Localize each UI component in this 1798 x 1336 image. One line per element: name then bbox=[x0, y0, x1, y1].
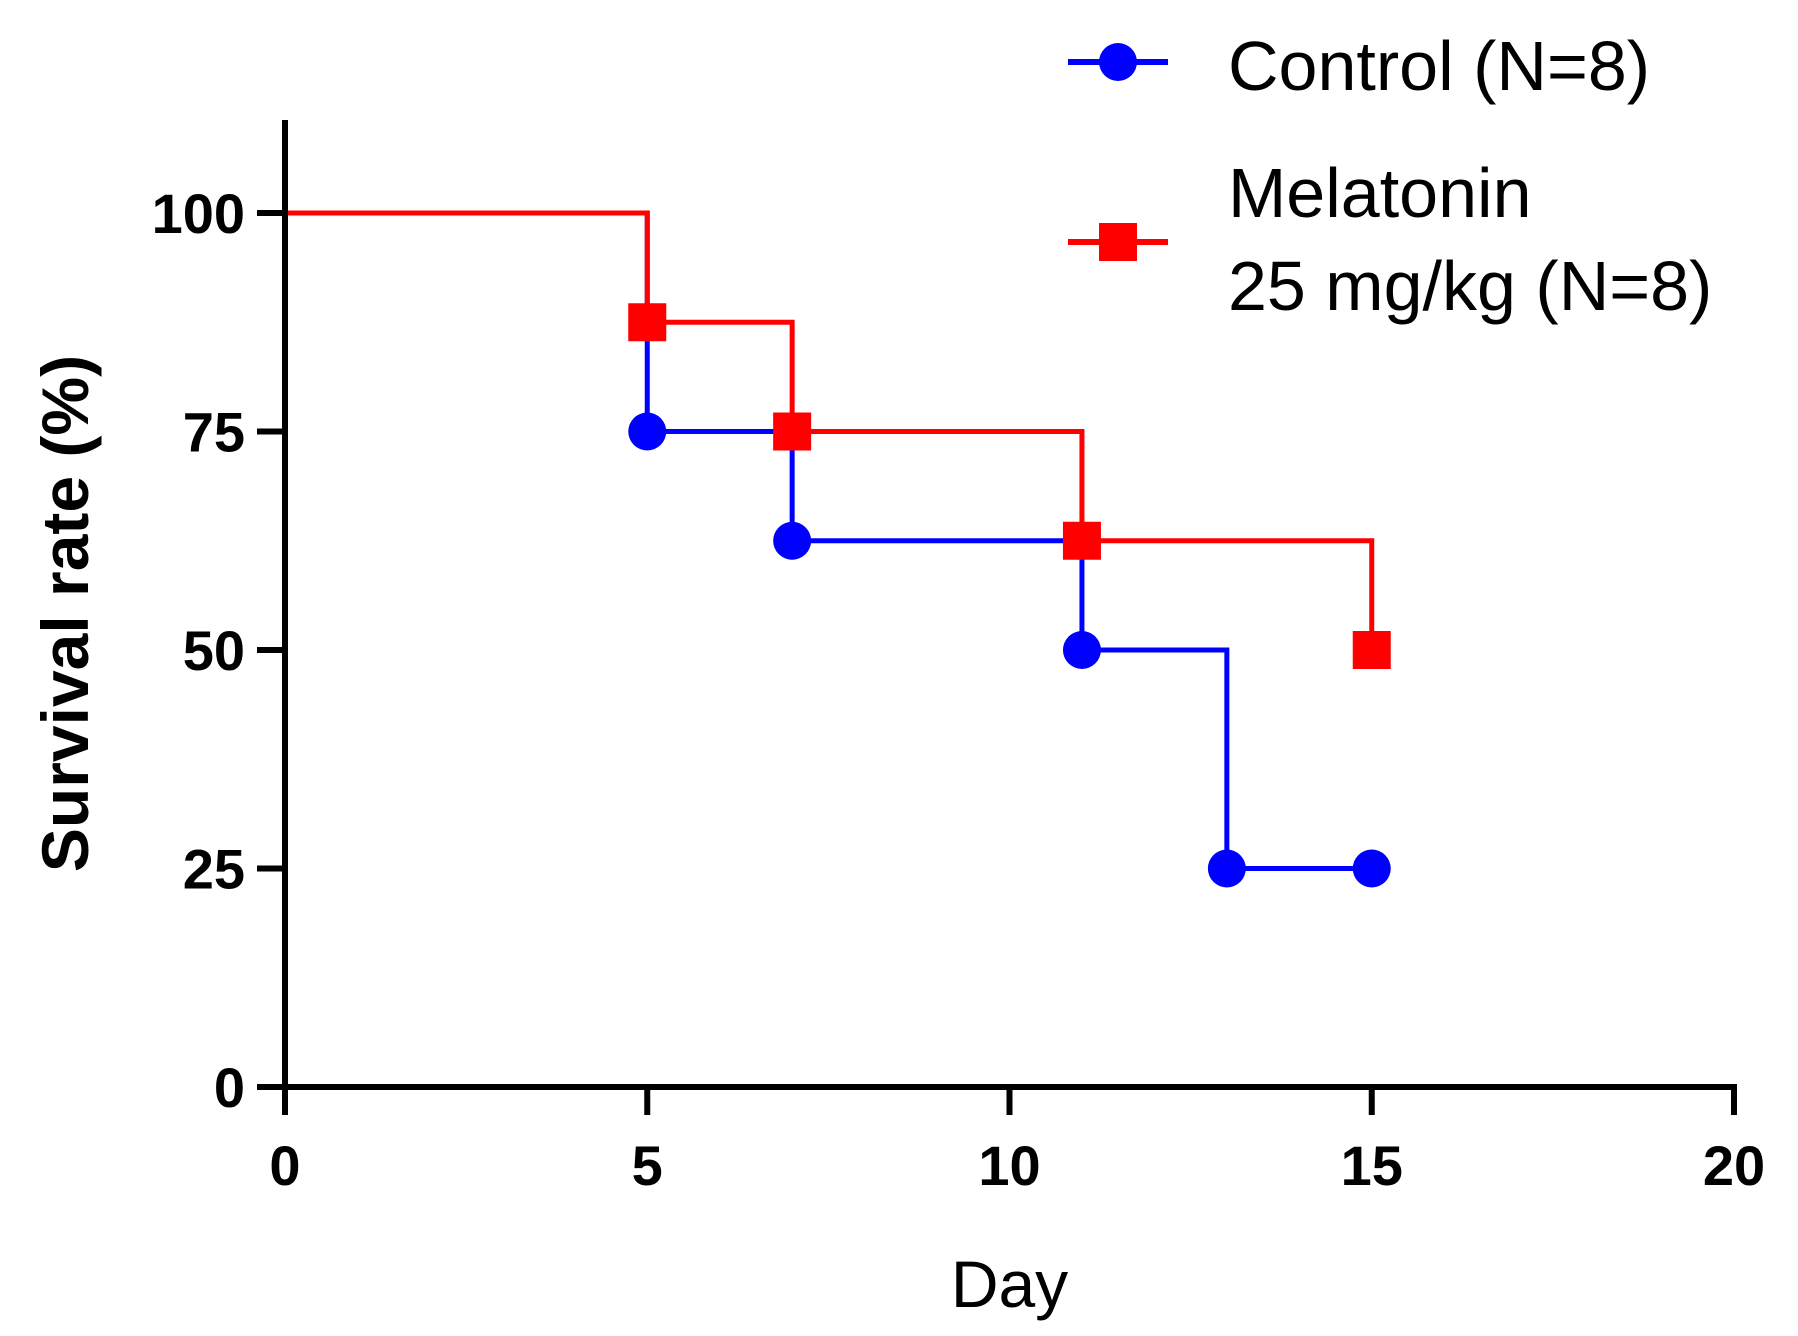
legend: Control (N=8) Melatonin 25 mg/kg (N=8) bbox=[1068, 27, 1712, 325]
axes: 0 5 10 15 20 0 25 50 75 100 bbox=[152, 120, 1765, 1197]
y-tick-label: 25 bbox=[183, 838, 245, 901]
x-tick-label: 15 bbox=[1341, 1134, 1403, 1197]
plot-area bbox=[285, 210, 1391, 888]
series-0-marker bbox=[773, 521, 812, 560]
series-0-marker bbox=[1207, 849, 1246, 888]
legend-marker-0 bbox=[1099, 43, 1137, 81]
x-tick-label: 20 bbox=[1703, 1134, 1765, 1197]
series-1-marker bbox=[773, 412, 812, 451]
legend-label: Melatonin bbox=[1228, 154, 1532, 232]
series-0-marker bbox=[1352, 849, 1391, 888]
legend-label: 25 mg/kg (N=8) bbox=[1228, 247, 1712, 325]
series-1-marker bbox=[1352, 631, 1391, 669]
series-1-marker bbox=[1062, 521, 1101, 560]
y-axis-title: Survival rate (%) bbox=[28, 355, 102, 872]
x-tick-label: 0 bbox=[269, 1134, 300, 1197]
y-tick-label: 50 bbox=[183, 619, 245, 682]
series-0-marker bbox=[628, 412, 667, 451]
legend-marker-1 bbox=[1099, 223, 1137, 261]
y-tick-label: 0 bbox=[214, 1056, 245, 1119]
series-1-marker bbox=[628, 303, 667, 342]
y-tick-label: 100 bbox=[152, 182, 245, 245]
y-tick-label: 75 bbox=[183, 401, 245, 464]
x-tick-label: 10 bbox=[978, 1134, 1040, 1197]
legend-label: Control (N=8) bbox=[1228, 27, 1650, 105]
series-line-1 bbox=[285, 210, 1375, 650]
x-axis-title: Day bbox=[951, 1247, 1068, 1321]
x-tick-label: 5 bbox=[632, 1134, 663, 1197]
series-0-marker bbox=[1062, 631, 1101, 669]
